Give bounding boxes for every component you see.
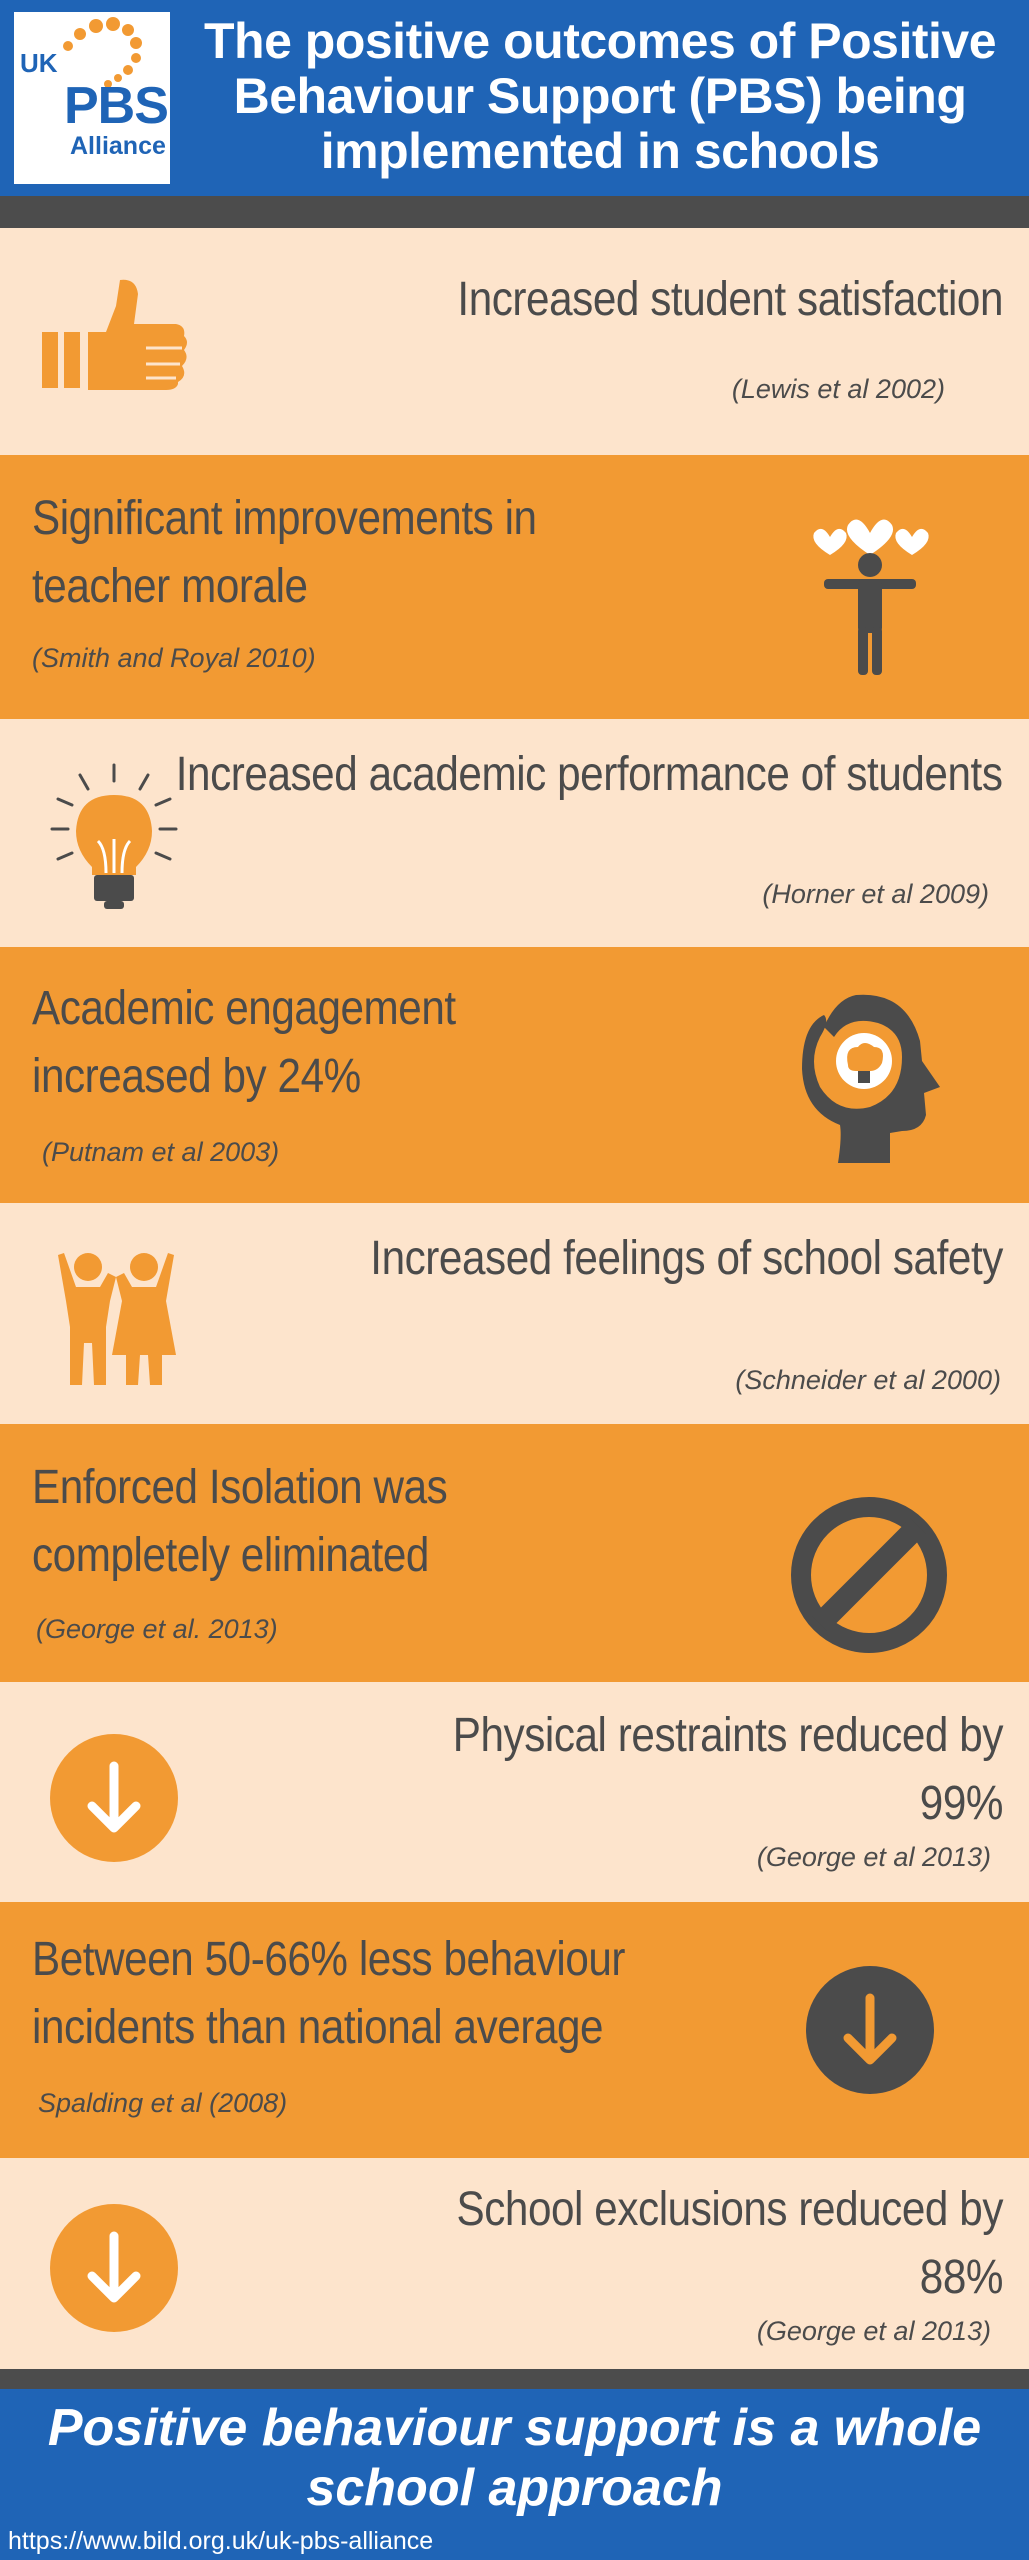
outcome-headline: School exclusions reduced by 88%: [456, 2183, 1003, 2305]
down-arrow-circle-icon: [806, 1966, 934, 2094]
header: UK PBS Alliance The positive outcomes of…: [0, 0, 1029, 196]
person-hearts-icon: [813, 519, 929, 675]
logo-pbs-text: PBS: [64, 77, 169, 135]
outcome-citation: (Horner et al 2009): [762, 879, 989, 909]
head-brain-icon: [802, 994, 940, 1163]
page-title: The positive outcomes of Positive Behavi…: [204, 13, 997, 179]
outcome-citation: Spalding et al (2008): [38, 2088, 288, 2118]
outcome-row-2: Significant improvements in teacher mora…: [0, 455, 1029, 719]
outcome-row-6: Enforced Isolation was completely elimin…: [0, 1424, 1029, 1682]
outcome-headline: Increased feelings of school safety: [370, 1232, 1003, 1285]
footer-url-link[interactable]: https://www.bild.org.uk/uk-pbs-alliance: [8, 2527, 434, 2555]
logo-alliance-text: Alliance: [70, 132, 166, 160]
outcome-row-4: Academic engagement increased by 24% (Pu…: [0, 947, 1029, 1203]
lightbulb-icon: [50, 763, 178, 909]
outcome-citation: (George et al 2013): [756, 2316, 991, 2346]
down-arrow-circle-icon: [50, 2204, 178, 2332]
footer: Positive behaviour support is a whole sc…: [0, 2389, 1029, 2560]
outcome-headline: Academic engagement increased by 24%: [32, 982, 456, 1104]
outcome-headline: Increased student satisfaction: [457, 273, 1003, 326]
outcome-row-1: Increased student satisfaction (Lewis et…: [0, 228, 1029, 455]
outcome-headline: Significant improvements in teacher mora…: [32, 492, 537, 614]
logo-dots-icon: [63, 17, 142, 88]
outcome-citation: (Lewis et al 2002): [731, 374, 945, 404]
outcome-headline: Enforced Isolation was completely elimin…: [32, 1461, 448, 1583]
logo-uk-text: UK: [20, 48, 58, 78]
footer-tagline: Positive behaviour support is a whole sc…: [47, 2399, 982, 2517]
outcome-citation: (Putnam et al 2003): [42, 1137, 280, 1167]
outcome-headline: Physical restraints reduced by 99%: [452, 1709, 1004, 1831]
down-arrow-circle-icon: [50, 1734, 178, 1862]
thumbs-up-icon: [42, 279, 187, 390]
outcome-citation: (Schneider et al 2000): [735, 1365, 1001, 1395]
prohibited-icon: [791, 1497, 947, 1653]
outcome-row-9: School exclusions reduced by 88% (George…: [0, 2158, 1029, 2369]
top-divider: [0, 196, 1029, 228]
outcome-citation: (George et al 2013): [756, 1842, 991, 1872]
bottom-divider: [0, 2369, 1029, 2389]
uk-pbs-alliance-logo: UK PBS Alliance: [14, 12, 170, 184]
outcome-citation: (George et al. 2013): [36, 1614, 278, 1644]
outcome-row-7: Physical restraints reduced by 99% (Geor…: [0, 1682, 1029, 1902]
outcome-row-8: Between 50-66% less behaviour incidents …: [0, 1902, 1029, 2158]
outcome-row-3: Increased academic performance of studen…: [0, 719, 1029, 947]
children-icon: [58, 1253, 176, 1385]
outcome-row-5: Increased feelings of school safety (Sch…: [0, 1203, 1029, 1424]
outcome-citation: (Smith and Royal 2010): [32, 643, 316, 673]
outcome-headline: Increased academic performance of studen…: [176, 748, 1003, 801]
outcome-headline: Between 50-66% less behaviour incidents …: [32, 1933, 626, 2055]
